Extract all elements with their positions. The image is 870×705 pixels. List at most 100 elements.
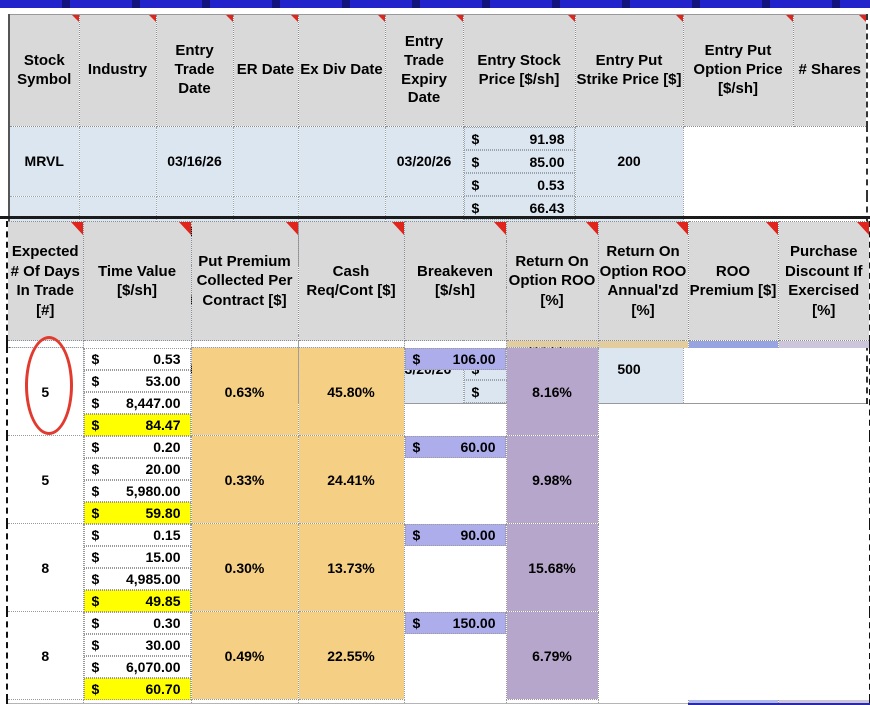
cell-roo-annualized[interactable]: 45.80%: [297, 347, 405, 436]
cell-roo-premium[interactable]: $90.00: [404, 523, 506, 546]
cell-roo-premium[interactable]: $60.00: [404, 435, 506, 458]
table-divider: [0, 216, 870, 219]
header-entry-trade-date[interactable]: Entry Trade Date: [155, 14, 234, 127]
cell-roo[interactable]: 0.63%: [190, 347, 299, 436]
annotation-ellipse[interactable]: [25, 336, 73, 435]
header-entry-stock-price[interactable]: Entry Stock Price [$/sh]: [462, 14, 576, 127]
cell-entry-stock-price[interactable]: $91.98: [463, 127, 575, 150]
cell-breakeven[interactable]: $59.80: [83, 501, 191, 524]
header-entry-put-strike-price[interactable]: Entry Put Strike Price [$]: [574, 14, 684, 127]
top-blue-bar: [0, 0, 870, 8]
header-label: Return On Option ROO Annual'zd [%]: [599, 243, 687, 319]
comment-indicator-icon: [377, 15, 384, 22]
header-roo-annualized[interactable]: Return On Option ROO Annual'zd [%]: [597, 221, 689, 341]
currency-symbol: $: [471, 153, 480, 170]
currency-symbol: $: [91, 570, 100, 587]
cell-cash-req[interactable]: $5,980.00: [83, 479, 191, 502]
cell-time-value[interactable]: $0.20: [83, 435, 191, 458]
header-ex-div-date[interactable]: Ex Div Date: [297, 14, 386, 127]
cell-purchase-discount[interactable]: 9.98%: [505, 435, 599, 524]
cell-roo-annualized[interactable]: 24.41%: [297, 435, 405, 524]
comment-indicator-icon: [285, 222, 297, 235]
cell-ex-div-date[interactable]: [297, 126, 386, 197]
strip-cell: [777, 699, 870, 705]
header-roo-premium[interactable]: ROO Premium [$]: [687, 221, 779, 341]
cell-roo[interactable]: 0.49%: [190, 611, 299, 700]
header-label: Put Premium Collected Per Contract [$]: [196, 252, 293, 309]
strip-cell: [82, 699, 192, 704]
spacer-cell: [597, 340, 689, 348]
cell-time-value[interactable]: $0.30: [83, 611, 191, 634]
cell-days-in-trade[interactable]: 5: [6, 435, 84, 524]
comment-indicator-icon: [765, 222, 777, 235]
cell-purchase-discount[interactable]: 15.68%: [505, 523, 599, 612]
amount: 150.00: [452, 614, 496, 631]
header-cash-req[interactable]: Cash Req/Cont [$]: [297, 221, 405, 341]
header-breakeven[interactable]: Breakeven [$/sh]: [403, 221, 507, 341]
cell-days-in-trade[interactable]: 8: [6, 611, 84, 700]
cell-cash-req[interactable]: $4,985.00: [83, 567, 191, 590]
cell-entry-trade-date[interactable]: 03/16/26: [155, 126, 234, 197]
comment-indicator-icon: [785, 15, 792, 22]
header-er-date[interactable]: ER Date: [232, 14, 299, 127]
cell-time-value[interactable]: $0.53: [83, 347, 191, 370]
header-label: Entry Trade Expiry Date: [401, 33, 447, 107]
cell-purchase-discount[interactable]: 6.79%: [505, 611, 599, 700]
cell-roo-annualized[interactable]: 22.55%: [297, 611, 405, 700]
header-label: Stock Symbol: [17, 51, 72, 88]
header-time-value[interactable]: Time Value [$/sh]: [82, 221, 192, 341]
cell-purchase-discount[interactable]: 8.16%: [505, 347, 599, 436]
currency-symbol: $: [91, 680, 100, 697]
cell-breakeven[interactable]: $60.70: [83, 677, 191, 700]
cell-breakeven[interactable]: $84.47: [83, 413, 191, 436]
currency-symbol: $: [91, 482, 100, 499]
comment-indicator-icon: [290, 15, 297, 22]
currency-symbol: $: [91, 438, 100, 455]
header-industry[interactable]: Industry: [78, 14, 157, 127]
currency-symbol: $: [412, 614, 421, 631]
currency-symbol: $: [91, 636, 100, 653]
cell-premium-per-contract[interactable]: $20.00: [83, 457, 191, 480]
cell-premium-per-contract[interactable]: $15.00: [83, 545, 191, 568]
header-purchase-discount[interactable]: Purchase Discount If Exercised [%]: [777, 221, 870, 341]
header-label: Cash Req/Cont [$]: [306, 262, 396, 300]
cell-premium-per-contract[interactable]: $53.00: [83, 369, 191, 392]
cell-expiry-date[interactable]: 03/20/26: [384, 126, 464, 197]
cell-shares[interactable]: 200: [574, 126, 684, 197]
cell-roo-annualized[interactable]: 13.73%: [297, 523, 405, 612]
header-entry-trade-expiry-date[interactable]: Entry Trade Expiry Date: [384, 14, 464, 127]
currency-symbol: $: [91, 548, 100, 565]
amount: 66.43: [529, 199, 565, 216]
cell-cash-req[interactable]: $6,070.00: [83, 655, 191, 678]
header-roo[interactable]: Return On Option ROO [%]: [505, 221, 599, 341]
table-row: 8 $0.30 $30.00 $6,070.00 $60.70 0.49% 22…: [6, 611, 870, 700]
header-label: Ex Div Date: [300, 61, 383, 79]
amount: 6,070.00: [126, 658, 181, 675]
color-spacer-row: [6, 340, 870, 348]
cell-premium-per-contract[interactable]: $30.00: [83, 633, 191, 656]
comment-indicator-icon: [455, 15, 462, 22]
header-label: Time Value [$/sh]: [97, 262, 177, 300]
cell-roo-premium[interactable]: $150.00: [404, 611, 506, 634]
cell-breakeven[interactable]: $49.85: [83, 589, 191, 612]
header-num-shares[interactable]: # Shares: [792, 14, 868, 127]
header-expected-days[interactable]: Expected # Of Days In Trade [#]: [6, 221, 84, 341]
header-stock-symbol[interactable]: Stock Symbol: [8, 14, 80, 127]
cell-industry[interactable]: [78, 126, 157, 197]
cell-time-value[interactable]: $0.15: [83, 523, 191, 546]
cell-option-price[interactable]: $0.53: [463, 173, 575, 196]
cell-strike-price[interactable]: $85.00: [463, 150, 575, 173]
cell-roo[interactable]: 0.33%: [190, 435, 299, 524]
header-put-premium-collected[interactable]: Put Premium Collected Per Contract [$]: [190, 221, 299, 341]
amount: 60.00: [460, 438, 496, 455]
comment-indicator-icon: [178, 222, 190, 235]
spacer-cell: [82, 340, 192, 348]
header-entry-put-option-price[interactable]: Entry Put Option Price [$/sh]: [682, 14, 794, 127]
cell-cash-req[interactable]: $8,447.00: [83, 391, 191, 414]
cell-roo-premium[interactable]: $106.00: [404, 347, 506, 370]
cell-days-in-trade[interactable]: 8: [6, 523, 84, 612]
cell-er-date[interactable]: [232, 126, 299, 197]
cell-stock-symbol[interactable]: MRVL: [8, 126, 80, 197]
cell-roo[interactable]: 0.30%: [190, 523, 299, 612]
amount: 53.00: [145, 372, 181, 389]
